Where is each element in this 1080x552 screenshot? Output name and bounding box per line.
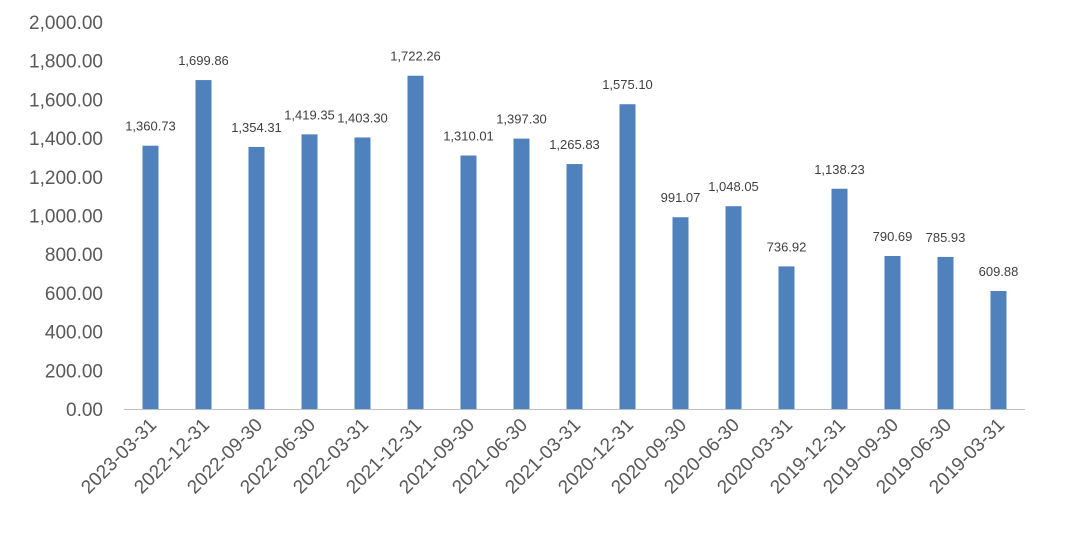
data-label: 1,575.10 (602, 77, 653, 92)
data-label: 736.92 (767, 239, 807, 254)
bar-2022-03-31 (354, 137, 371, 409)
bar-2020-06-30 (725, 206, 742, 409)
bar-2019-03-31 (990, 290, 1007, 409)
data-label: 1,354.31 (231, 120, 282, 135)
bar-2022-12-31 (195, 80, 212, 409)
bars (142, 75, 1007, 410)
bar-2019-09-30 (884, 256, 901, 409)
bar-2019-12-31 (831, 188, 848, 409)
bar-2021-09-30 (460, 155, 477, 409)
y-tick-label: 400.00 (45, 323, 103, 344)
y-tick-label: 1,200.00 (29, 168, 103, 189)
data-label: 1,419.35 (284, 107, 335, 122)
y-tick-label: 800.00 (45, 245, 103, 266)
data-label: 785.93 (926, 230, 966, 245)
data-label: 1,397.30 (496, 112, 547, 127)
data-label: 1,722.26 (390, 49, 441, 64)
y-axis: 0.00 200.00 400.00 600.00 800.00 1,000.00 1,20… (29, 13, 103, 421)
data-label: 790.69 (873, 229, 913, 244)
bar-2022-06-30 (301, 134, 318, 409)
data-label: 1,699.86 (178, 53, 229, 68)
bar-2022-09-30 (248, 146, 265, 409)
data-label: 1,360.73 (125, 119, 176, 134)
bar-2020-03-31 (778, 266, 795, 409)
y-tick-label: 200.00 (45, 361, 103, 382)
bar-2021-03-31 (566, 164, 583, 409)
bar-2020-09-30 (672, 217, 689, 409)
data-label: 1,265.83 (549, 137, 600, 152)
bar-2021-12-31 (407, 75, 424, 410)
y-tick-label: 1,400.00 (29, 129, 103, 150)
data-label: 991.07 (661, 190, 701, 205)
bar-2020-12-31 (619, 104, 636, 410)
y-tick-label: 0.00 (66, 400, 103, 421)
data-label: 1,048.05 (708, 179, 759, 194)
y-tick-label: 1,600.00 (29, 90, 103, 111)
bar-2019-06-30 (937, 256, 954, 409)
data-labels: 1,360.73 1,699.86 1,354.311,419.35 1,403.30… (125, 49, 1018, 279)
bar-2021-06-30 (513, 138, 530, 410)
data-label: 1,403.30 (337, 110, 388, 125)
x-axis: 2023-03-312022-12-312022-09-302022-06-30… (77, 415, 1009, 499)
y-tick-label: 1,000.00 (29, 207, 103, 228)
data-label: 609.88 (979, 264, 1019, 279)
y-tick-label: 600.00 (45, 284, 103, 305)
y-tick-label: 2,000.00 (29, 13, 103, 34)
data-label: 1,138.23 (814, 162, 865, 177)
bar-2023-03-31 (142, 145, 159, 410)
data-label: 1,310.01 (443, 129, 494, 144)
y-tick-label: 1,800.00 (29, 52, 103, 73)
